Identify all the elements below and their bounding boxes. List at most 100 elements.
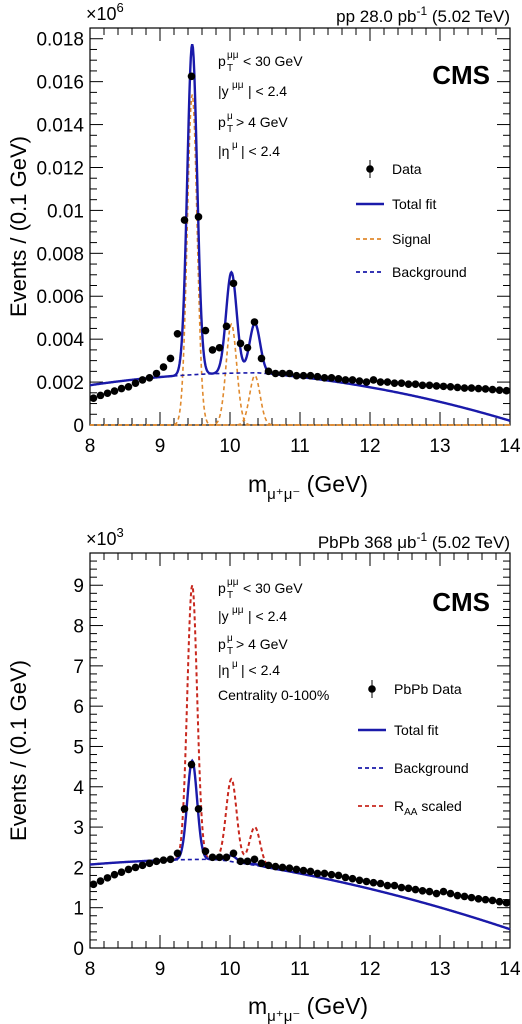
- x-tick-label: 12: [359, 436, 380, 457]
- data-point: [138, 376, 147, 384]
- data-point: [411, 380, 420, 389]
- data-point: [495, 386, 504, 395]
- data-point: [243, 343, 252, 352]
- data-point: [264, 367, 273, 376]
- cut-subscript: T: [227, 590, 233, 601]
- cut-subscript: T: [227, 63, 233, 74]
- fit-curves: [89, 585, 511, 931]
- data-point: [285, 864, 294, 872]
- x-tick-label: 14: [499, 959, 521, 980]
- data-point: [194, 805, 203, 813]
- x-tick-label: 13: [429, 436, 450, 457]
- data-point: [89, 394, 98, 402]
- data-point: [411, 885, 420, 894]
- data-point: [404, 380, 413, 389]
- y-axis-label: Events / (0.1 GeV): [6, 136, 31, 317]
- data-points: [89, 760, 511, 907]
- legend-label: Total fit: [394, 722, 438, 738]
- axis-exponent-label: ×103: [86, 525, 124, 549]
- data-point: [348, 874, 357, 883]
- data-point: [383, 378, 392, 386]
- data-point: [467, 893, 476, 902]
- legend-symbol: [366, 160, 374, 178]
- data-point: [152, 857, 161, 866]
- y-tick-label: 1: [73, 899, 84, 920]
- data-point: [341, 376, 350, 384]
- data-point: [222, 853, 231, 862]
- raa-scaled-curve: [89, 585, 511, 931]
- data-point: [103, 874, 112, 882]
- data-point: [306, 371, 315, 380]
- data-point: [96, 391, 105, 400]
- data-point: [334, 871, 343, 880]
- data-point: [187, 760, 196, 769]
- data-point: [236, 339, 245, 348]
- cut-value: < 30 GeV: [243, 580, 303, 596]
- cut-text: |y: [218, 608, 229, 624]
- data-point: [166, 354, 175, 363]
- luminosity-header: pp 28.0 pb-1 (5.02 TeV): [336, 4, 510, 26]
- x-tick-label: 14: [499, 436, 521, 457]
- data-point: [481, 895, 490, 904]
- axis-exponent-label: ×106: [86, 0, 124, 24]
- data-point: [131, 863, 140, 872]
- cut-superscript: μ: [232, 140, 238, 151]
- cut-value: | < 2.4: [241, 143, 280, 159]
- data-point: [341, 873, 350, 882]
- data-point: [425, 887, 434, 896]
- cut-superscript: μ: [232, 659, 238, 670]
- data-point: [453, 891, 462, 900]
- legend-label: Data: [392, 161, 422, 177]
- data-point: [313, 869, 322, 878]
- data-point: [222, 322, 231, 331]
- cut-superscript: μμ: [227, 50, 239, 61]
- data-point: [446, 889, 455, 898]
- data-point: [439, 382, 448, 391]
- y-tick-label: 0.016: [36, 73, 84, 94]
- y-axis: 0 1 2 3 4 5 6 7 8 9: [73, 552, 510, 960]
- x-axis-label: mμ⁺μ⁻ (GeV): [248, 471, 368, 503]
- legend-symbol: [368, 680, 376, 698]
- y-tick-label: 0.006: [36, 287, 84, 308]
- data-point: [243, 857, 252, 866]
- x-axis: 8 9 10 11 12 13 14: [85, 553, 521, 980]
- data-point: [152, 369, 161, 378]
- data-point: [278, 369, 287, 378]
- data-point: [376, 879, 385, 888]
- data-point: [404, 884, 413, 893]
- data-point: [306, 867, 315, 876]
- cut-value: > 4 GeV: [236, 636, 288, 652]
- cut-superscript: μμ: [232, 605, 244, 616]
- data-point: [103, 389, 112, 398]
- data-point: [201, 326, 210, 335]
- cut-value: < 30 GeV: [243, 53, 303, 69]
- data-point: [418, 886, 427, 895]
- data-point: [369, 878, 378, 887]
- cut-superscript: μ: [227, 633, 233, 644]
- y-tick-label: 8: [73, 617, 84, 638]
- data-point: [166, 855, 175, 864]
- data-point: [229, 279, 238, 288]
- y-tick-label: 2: [73, 858, 84, 879]
- data-point: [481, 385, 490, 393]
- data-point: [320, 869, 329, 878]
- y-tick-label: 0: [73, 416, 84, 437]
- x-tick-label: 9: [155, 436, 166, 457]
- data-point: [257, 354, 266, 363]
- x-tick-label: 12: [359, 959, 380, 980]
- y-tick-label: 0.012: [36, 158, 84, 179]
- y-tick-label: 7: [73, 657, 84, 678]
- data-point: [432, 889, 441, 898]
- data-point: [467, 384, 476, 392]
- x-tick-label: 8: [85, 436, 96, 457]
- data-point: [460, 384, 469, 392]
- y-tick-label: 5: [73, 737, 84, 758]
- data-point: [159, 363, 168, 371]
- data-point: [383, 881, 392, 890]
- data-point: [117, 384, 126, 393]
- x-tick-label: 9: [155, 959, 166, 980]
- cut-text: Centrality 0-100%: [218, 687, 329, 703]
- y-tick-label: 0.018: [36, 30, 84, 51]
- data-point: [187, 72, 196, 81]
- cut-superscript: μ: [227, 111, 233, 122]
